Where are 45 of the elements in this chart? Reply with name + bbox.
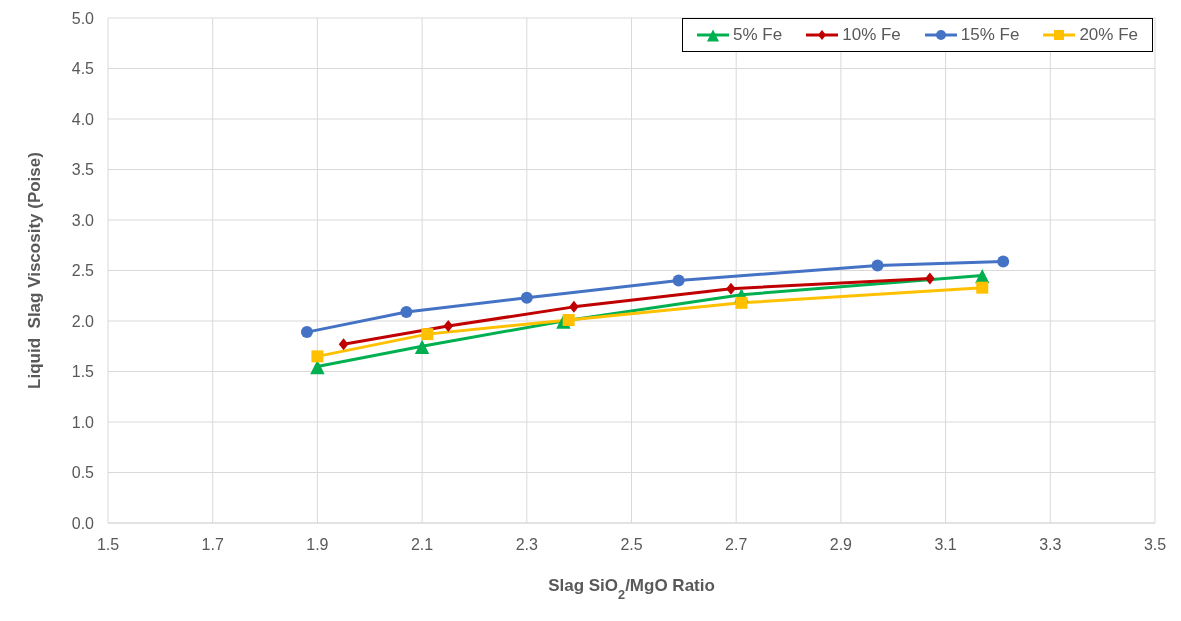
y-tick-label: 3.0 — [71, 211, 95, 229]
point — [976, 281, 989, 294]
point — [726, 282, 736, 295]
point — [311, 350, 324, 363]
x-tick-label: 2.3 — [515, 536, 539, 554]
y-tick-label: 3.5 — [71, 161, 95, 179]
y-tick-label: 2.0 — [71, 312, 95, 330]
point — [997, 255, 1010, 268]
y-tick-label: 4.0 — [71, 110, 95, 128]
point — [414, 339, 430, 355]
point — [925, 272, 935, 285]
x-tick-label: 3.3 — [1039, 536, 1062, 554]
point — [672, 274, 685, 287]
x-tick-label: 1.9 — [306, 536, 329, 554]
y-tick-label: 1.0 — [71, 413, 95, 431]
point — [400, 305, 413, 318]
legend-label: 10% Fe — [842, 25, 901, 45]
y-tick-label: 2.5 — [71, 262, 95, 280]
point — [300, 326, 313, 339]
x-tick-label: 2.1 — [410, 536, 434, 554]
x-tick-label: 3.1 — [934, 536, 957, 554]
y-tick-label: 0.5 — [71, 464, 95, 482]
x-tick-label: 2.5 — [620, 536, 643, 554]
legend-label: 20% Fe — [1079, 25, 1138, 45]
point — [421, 328, 434, 341]
x-tick-label: 1.5 — [96, 536, 120, 554]
point — [562, 313, 575, 326]
point — [338, 338, 349, 351]
x-axis-title: Slag SiO$_{2}$/MgO Ratio — [548, 576, 715, 602]
x-tick-label: 1.7 — [201, 536, 224, 554]
x-tick-label: 3.5 — [1143, 536, 1167, 554]
y-tick-label: 1.5 — [71, 363, 95, 381]
y-axis-title: Liquid Slag Viscosity (Poise) — [25, 152, 44, 389]
point — [569, 300, 579, 313]
point — [520, 291, 533, 304]
x-tick-label: 2.7 — [725, 536, 748, 554]
legend-label: 15% Fe — [960, 25, 1020, 45]
y-tick-label: 5.0 — [71, 9, 95, 27]
point — [443, 320, 454, 333]
x-tick-label: 2.9 — [829, 536, 853, 554]
y-tick-label: 0.0 — [71, 514, 95, 532]
legend-label: 5% Fe — [733, 25, 783, 45]
point — [735, 296, 748, 309]
y-tick-label: 4.5 — [71, 60, 95, 78]
point — [871, 259, 884, 272]
